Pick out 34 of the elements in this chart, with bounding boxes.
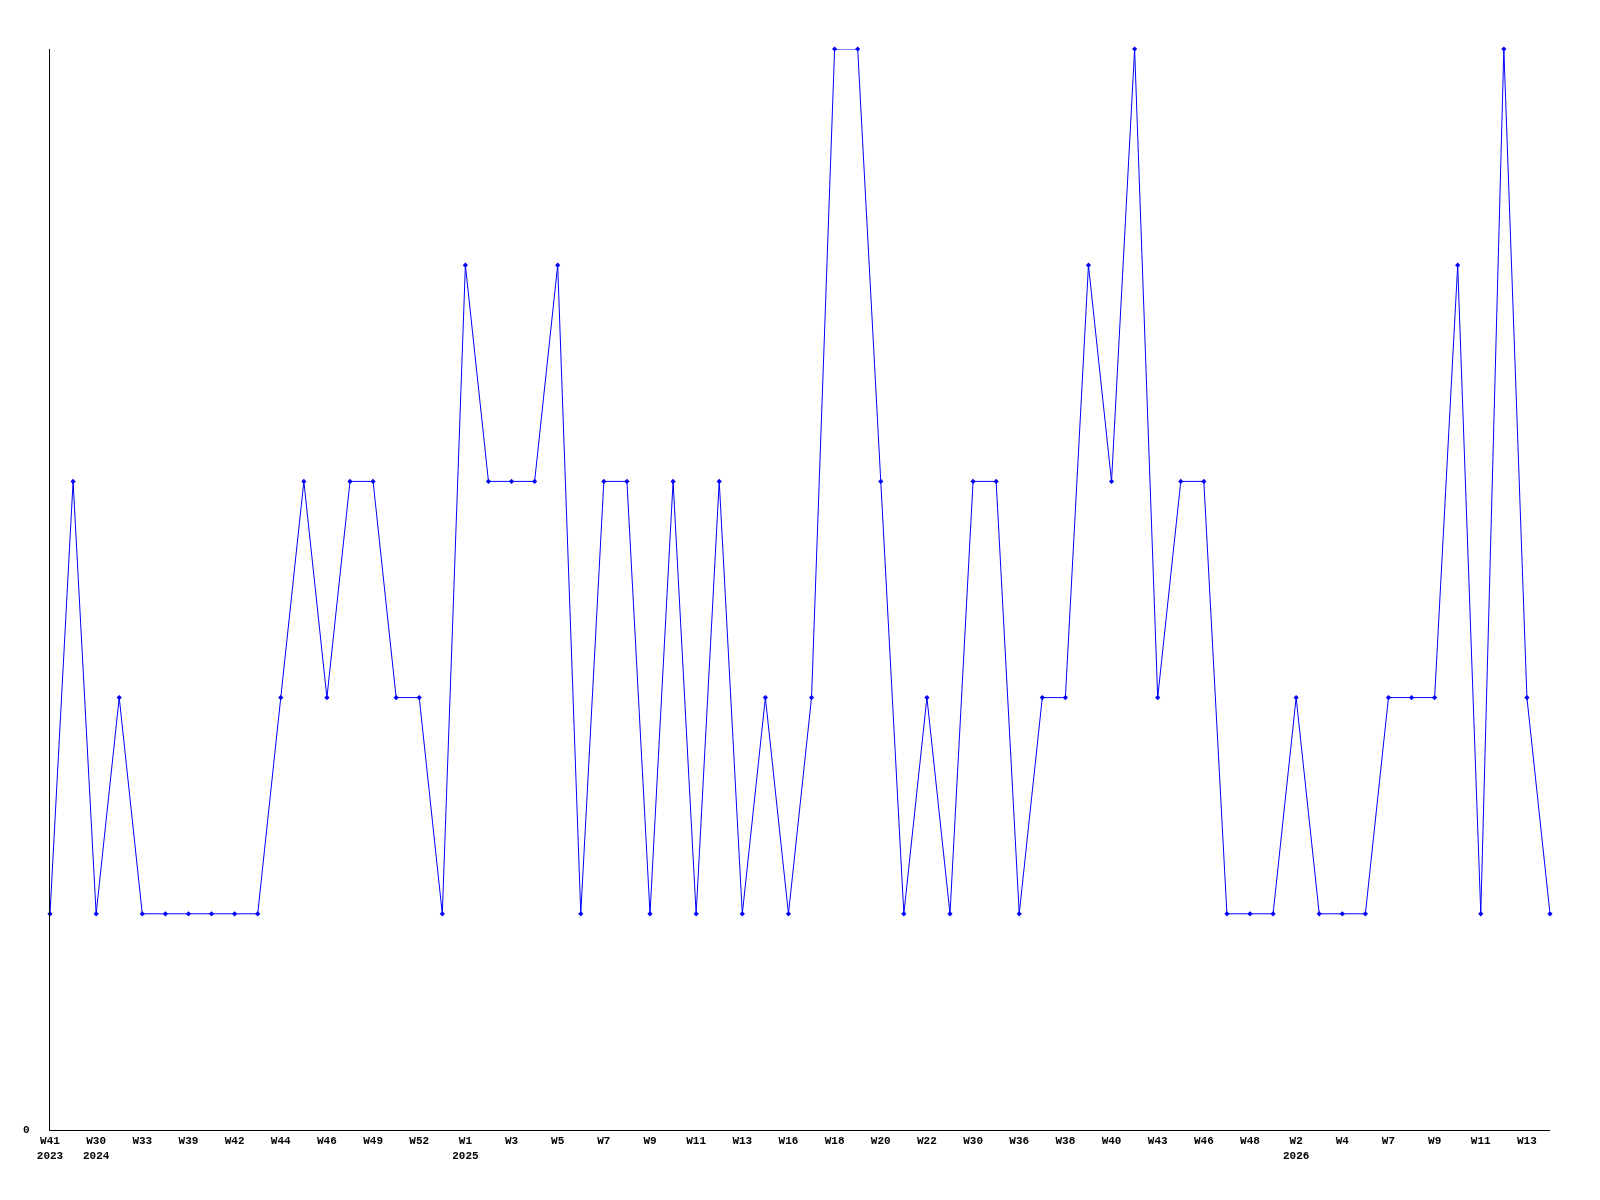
x-tick-label: W18 [824, 1135, 845, 1148]
x-tick-label: W42 [224, 1135, 245, 1148]
x-tick-label: W20 [870, 1135, 891, 1148]
x-tick-label: W39 [178, 1135, 199, 1148]
x-tick-label: W30 [963, 1135, 983, 1148]
text: 0 [23, 1124, 30, 1136]
x-tick-label: W30 2024 [82, 1135, 110, 1162]
x-tick-label: W11 [1470, 1135, 1492, 1148]
x-tick-label: W52 [409, 1135, 430, 1148]
x-tick-label: W5 [551, 1135, 565, 1148]
x-tick-label: W13 [732, 1135, 753, 1148]
x-tick-label: W38 [1055, 1135, 1076, 1148]
x-tick-label: W7 [1381, 1135, 1396, 1148]
x-tick-label: W46 [317, 1135, 337, 1148]
x-tick-label: W9 [643, 1135, 657, 1148]
x-tick-label: W9 [1428, 1135, 1442, 1148]
x-tick-label: W22 [917, 1135, 937, 1148]
x-tick-label: W36 [1009, 1135, 1030, 1148]
x-tick-label: W41 2023 [36, 1135, 64, 1162]
x-tick-label: W2 2026 [1282, 1135, 1310, 1162]
x-tick-label: W13 [1517, 1135, 1538, 1148]
x-tick-label: W40 [1101, 1135, 1122, 1148]
x-tick-label: W49 [363, 1135, 383, 1148]
x-tick-label: W43 [1147, 1135, 1168, 1148]
x-tick-label: W16 [778, 1135, 799, 1148]
x-tick-label: W3 [504, 1135, 519, 1148]
x-tick-label: W7 [597, 1135, 611, 1148]
x-tick-label: W48 [1240, 1135, 1261, 1148]
x-tick-label: W11 [686, 1135, 707, 1148]
x-tick-label: W1 2025 [452, 1135, 479, 1162]
x-tick-label: W4 [1335, 1135, 1350, 1148]
x-tick-label: W44 [270, 1135, 292, 1148]
x-tick-label: W46 [1193, 1135, 1214, 1148]
x-tick-label: W33 [132, 1135, 153, 1148]
